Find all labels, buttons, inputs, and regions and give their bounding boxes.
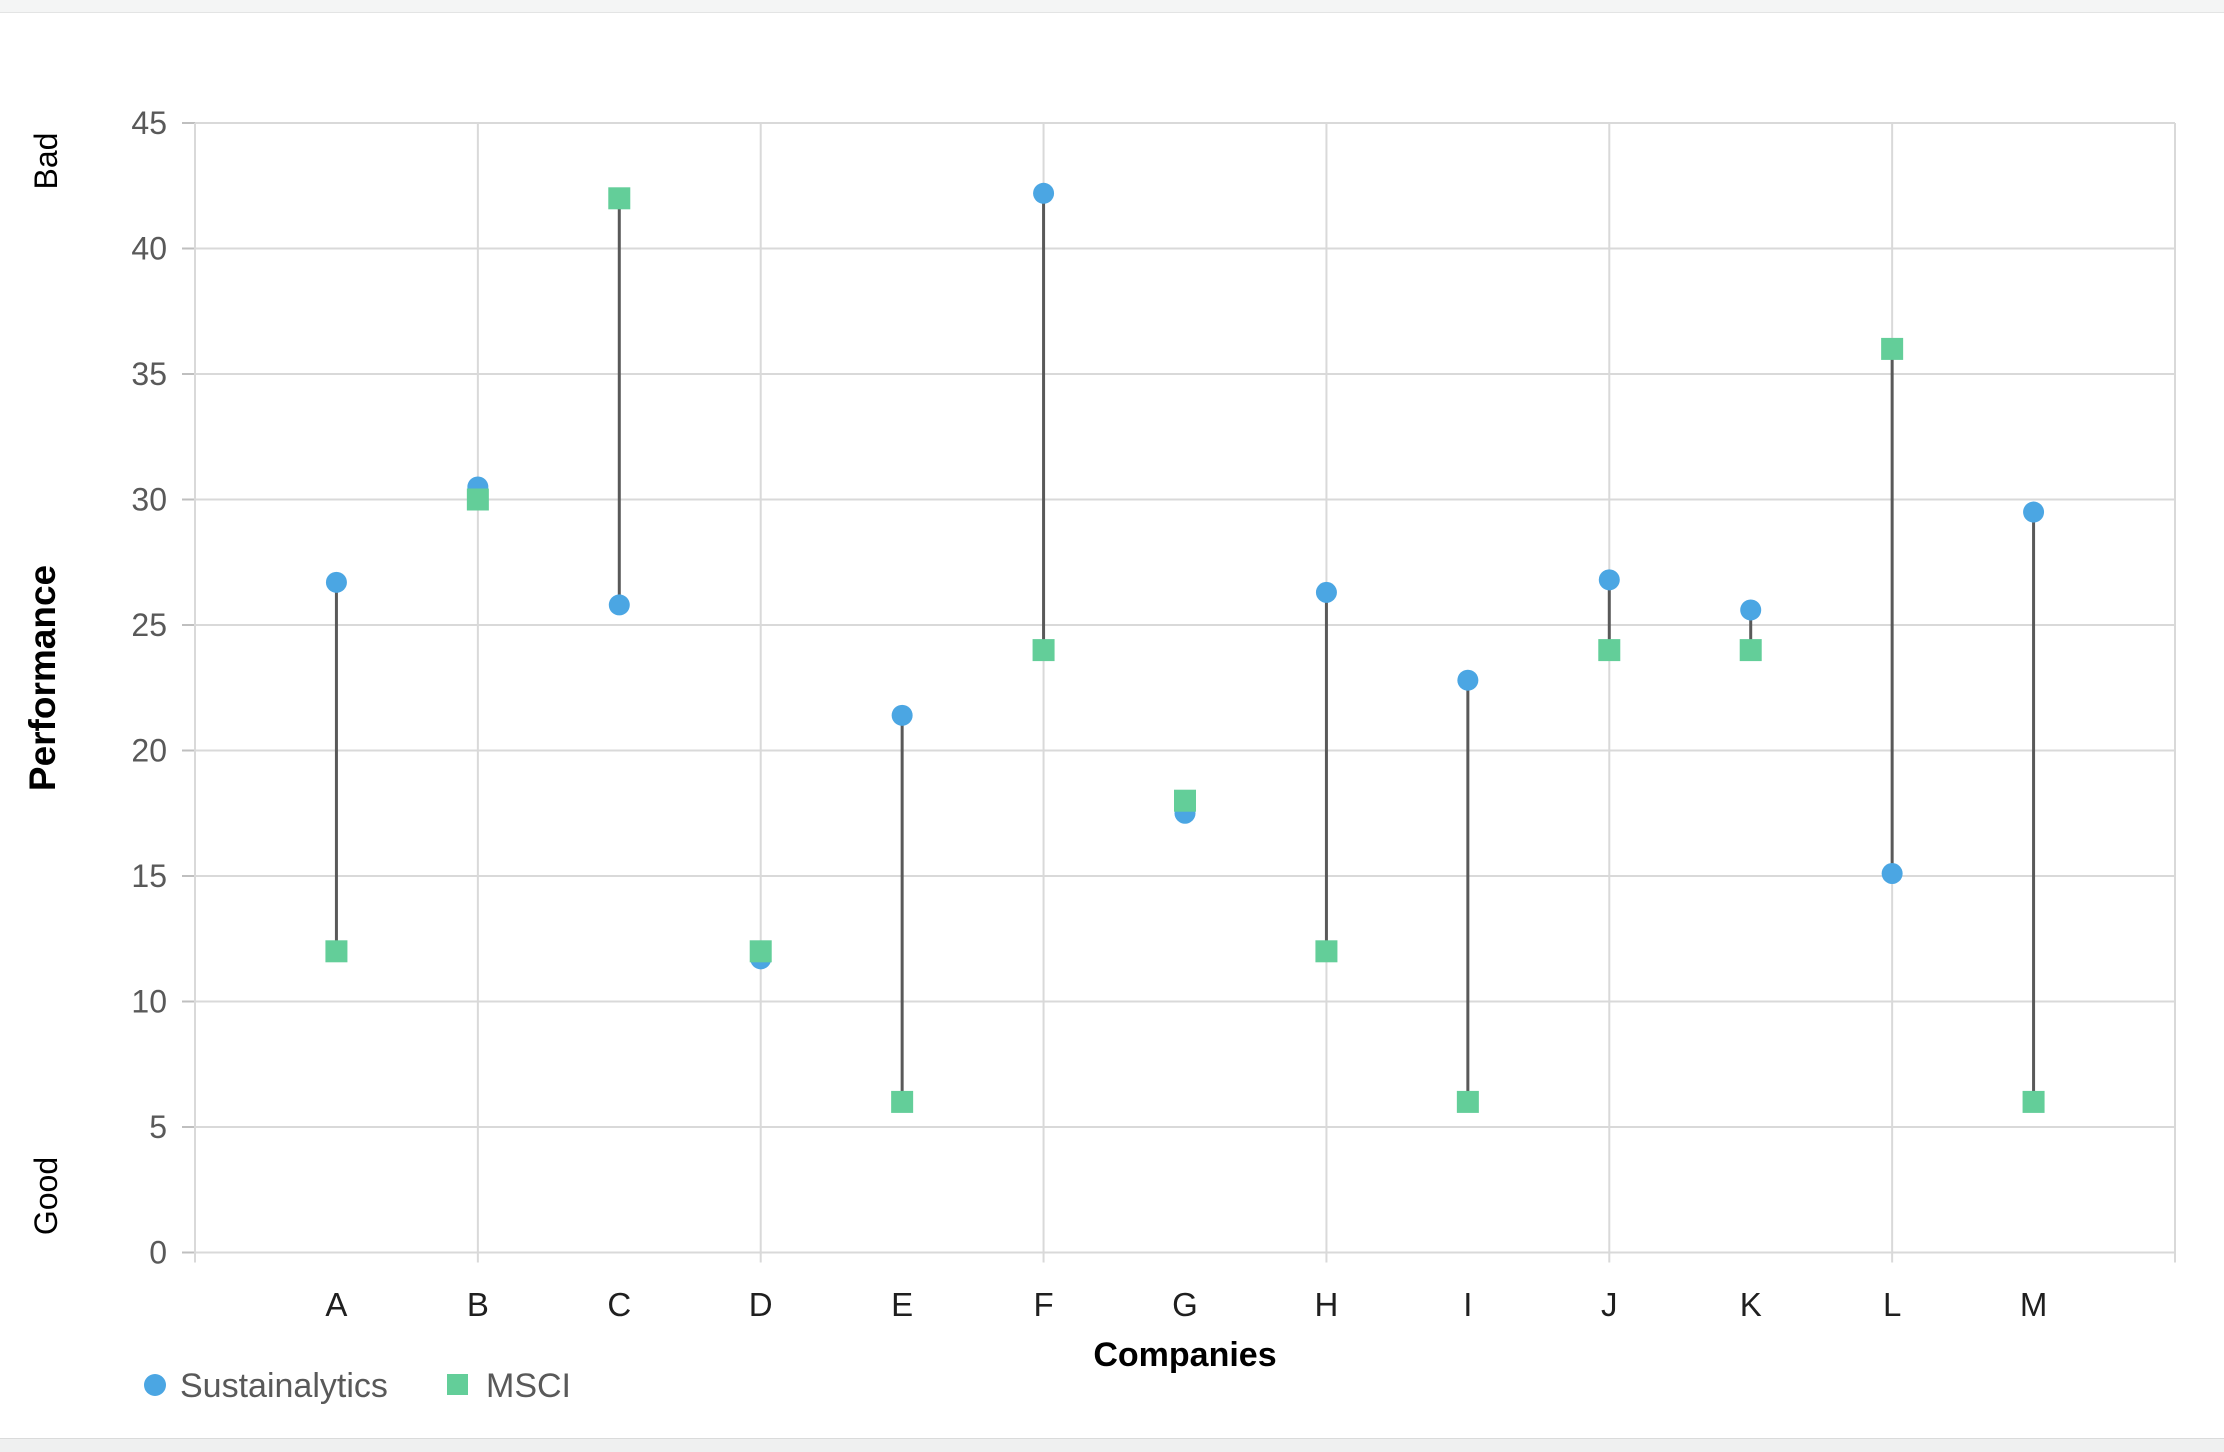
marker-msci-L[interactable] <box>1881 337 1904 360</box>
marker-sustainalytics-E[interactable] <box>891 704 913 726</box>
x-category-label-F: F <box>1033 1286 1053 1323</box>
marker-sustainalytics-I[interactable] <box>1457 669 1479 691</box>
marker-msci-K[interactable] <box>1739 639 1762 662</box>
y-tick-label: 35 <box>131 356 167 392</box>
x-category-label-E: E <box>891 1286 913 1323</box>
y-tick-label: 0 <box>149 1235 167 1271</box>
y-axis-annotation-good: Good <box>28 1157 64 1235</box>
window-bottom-strip <box>0 1438 2224 1452</box>
marker-sustainalytics-A[interactable] <box>325 571 347 593</box>
marker-msci-I[interactable] <box>1456 1090 1479 1113</box>
marker-msci-C[interactable] <box>608 187 631 210</box>
marker-msci-E[interactable] <box>891 1090 914 1113</box>
marker-msci-G[interactable] <box>1174 789 1196 812</box>
marker-sustainalytics-F[interactable] <box>1033 182 1055 204</box>
marker-sustainalytics-C[interactable] <box>608 594 630 616</box>
marker-msci-A[interactable] <box>325 940 348 963</box>
y-tick-label: 10 <box>131 984 167 1020</box>
marker-sustainalytics-M[interactable] <box>2023 501 2045 523</box>
y-tick-label: 45 <box>131 105 167 141</box>
y-tick-label: 5 <box>149 1109 167 1145</box>
x-category-label-G: G <box>1172 1286 1198 1323</box>
marker-sustainalytics-L[interactable] <box>1881 862 1903 884</box>
marker-sustainalytics-J[interactable] <box>1598 569 1620 591</box>
marker-msci-H[interactable] <box>1315 940 1338 963</box>
x-category-label-I: I <box>1463 1286 1472 1323</box>
x-axis-title: Companies <box>1093 1336 1276 1374</box>
marker-msci-F[interactable] <box>1032 639 1055 662</box>
y-tick-label: 40 <box>131 231 167 267</box>
y-tick-label: 20 <box>131 733 167 769</box>
y-tick-label: 25 <box>131 607 167 643</box>
x-category-label-C: C <box>607 1286 631 1323</box>
chart-legend: Sustainalytics MSCI <box>144 1367 571 1405</box>
x-category-label-A: A <box>325 1286 347 1323</box>
y-tick-label: 30 <box>131 482 167 518</box>
y-tick-label: 15 <box>131 858 167 894</box>
x-category-label-H: H <box>1315 1286 1339 1323</box>
x-category-label-J: J <box>1601 1286 1618 1323</box>
legend-marker-sustainalytics[interactable] <box>144 1374 166 1396</box>
marker-msci-J[interactable] <box>1598 639 1621 662</box>
marker-msci-M[interactable] <box>2022 1090 2045 1113</box>
marker-msci-B[interactable] <box>466 488 489 511</box>
x-category-label-K: K <box>1740 1286 1762 1323</box>
marker-sustainalytics-H[interactable] <box>1315 581 1337 603</box>
legend-marker-msci[interactable] <box>447 1374 468 1395</box>
y-axis-annotation-bad: Bad <box>28 133 64 190</box>
window-top-strip <box>0 0 2224 13</box>
x-category-label-L: L <box>1883 1286 1901 1323</box>
marker-msci-D[interactable] <box>749 940 772 963</box>
x-category-label-D: D <box>749 1286 773 1323</box>
x-category-label-M: M <box>2020 1286 2048 1323</box>
y-axis-title: Performance <box>22 565 63 791</box>
x-category-label-B: B <box>467 1286 489 1323</box>
marker-sustainalytics-K[interactable] <box>1740 599 1762 621</box>
legend-label-msci[interactable]: MSCI <box>486 1367 571 1405</box>
legend-label-sustainalytics[interactable]: Sustainalytics <box>180 1367 388 1405</box>
